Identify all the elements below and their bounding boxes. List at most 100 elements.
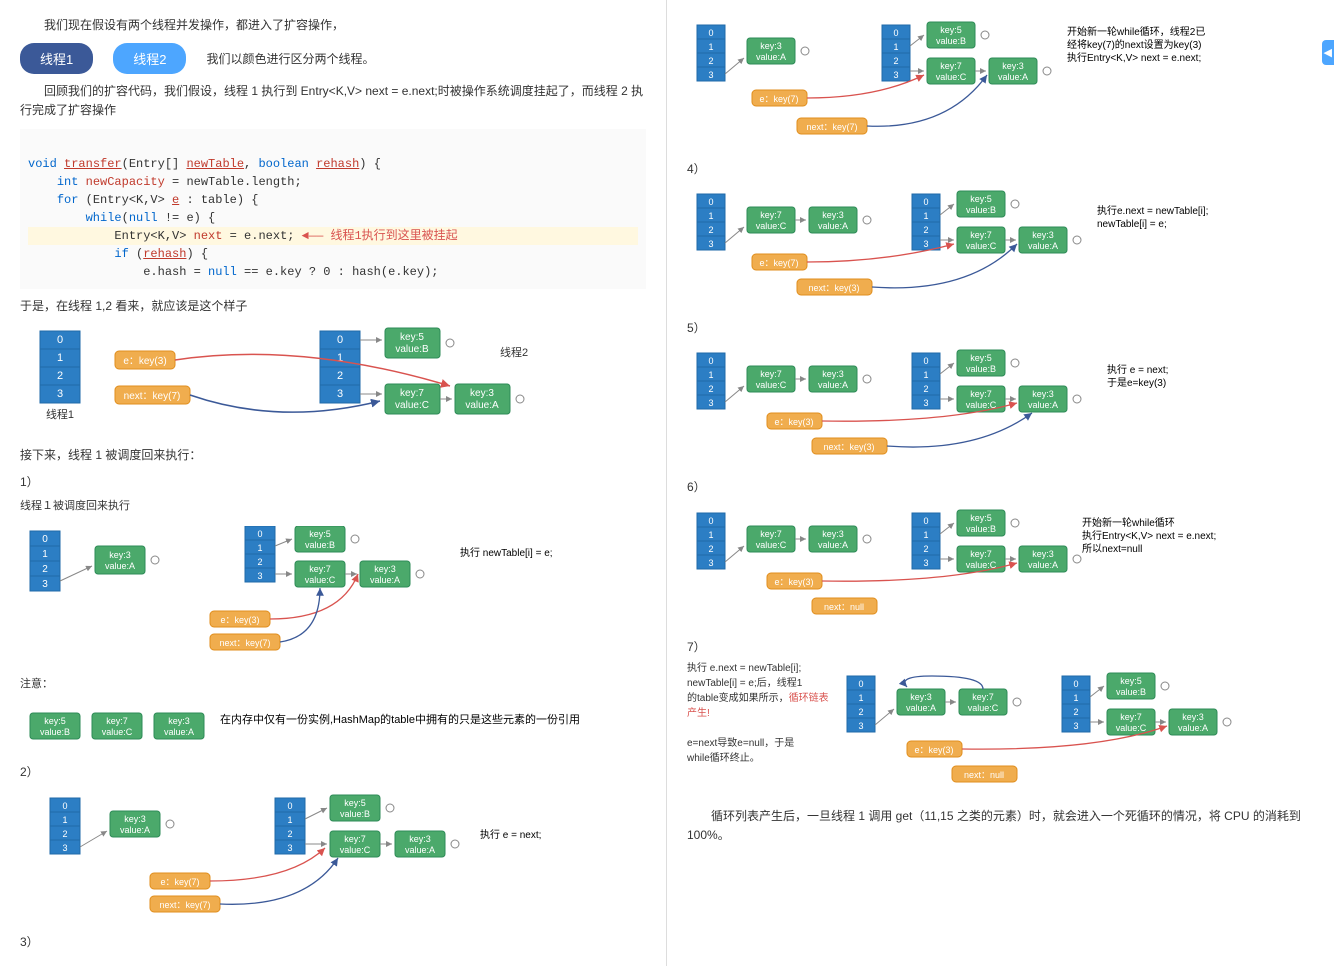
- diagram-initial: 0 1 2 3 线程1 e：key(3) next：key(7) 0 1 2 3…: [20, 326, 646, 436]
- svg-text:e：key(7): e：key(7): [759, 94, 798, 104]
- diagram-note: key:5value:B key:7value:C key:3value:A 在…: [20, 703, 646, 753]
- svg-text:value:C: value:C: [936, 72, 967, 82]
- svg-text:3: 3: [287, 843, 292, 853]
- svg-text:key:3: key:3: [1032, 549, 1054, 559]
- svg-text:value:A: value:A: [120, 825, 150, 835]
- svg-text:key:7: key:7: [106, 716, 128, 726]
- step2-label: 2）: [20, 763, 646, 782]
- svg-text:2: 2: [708, 544, 713, 554]
- svg-text:key:7: key:7: [970, 549, 992, 559]
- svg-text:key:3: key:3: [1032, 389, 1054, 399]
- code-annotation: 线程1执行到这里被挂起: [330, 229, 457, 243]
- svg-text:key:7: key:7: [309, 564, 331, 574]
- svg-text:2: 2: [858, 707, 863, 717]
- svg-text:0: 0: [893, 28, 898, 38]
- svg-text:value:A: value:A: [756, 52, 786, 62]
- svg-text:2: 2: [257, 557, 262, 567]
- svg-text:value:A: value:A: [906, 703, 936, 713]
- step1-caption: 线程１被调度回来执行: [20, 498, 646, 516]
- svg-text:1: 1: [708, 211, 713, 221]
- svg-text:e：key(3): e：key(3): [123, 356, 166, 367]
- svg-text:value:B: value:B: [40, 727, 70, 737]
- svg-text:3: 3: [923, 239, 928, 249]
- svg-text:执行 e = next;: 执行 e = next;: [1107, 363, 1168, 376]
- thread2-pill: 线程2: [113, 43, 186, 74]
- svg-text:next：key(7): next：key(7): [159, 900, 210, 910]
- svg-text:next：key(7): next：key(7): [219, 638, 270, 648]
- svg-text:key:5: key:5: [44, 716, 66, 726]
- svg-text:key:3: key:3: [168, 716, 190, 726]
- svg-text:2: 2: [42, 564, 48, 575]
- svg-text:key:5: key:5: [970, 194, 992, 204]
- svg-text:next：key(3): next：key(3): [808, 283, 859, 293]
- svg-text:value:B: value:B: [395, 344, 429, 355]
- step6-label: 6）: [687, 478, 1314, 497]
- svg-text:0: 0: [42, 534, 48, 545]
- svg-text:next：key(7): next：key(7): [124, 391, 181, 402]
- svg-text:在内存中仅有一份实例,HashMap的table中拥有的只是: 在内存中仅有一份实例,HashMap的table中拥有的只是这些元素的一份引用: [220, 712, 580, 726]
- svg-text:执行Entry<K,V> next = e.next;: 执行Entry<K,V> next = e.next;: [1082, 529, 1216, 542]
- svg-text:2: 2: [287, 829, 292, 839]
- svg-text:value:A: value:A: [818, 540, 848, 550]
- svg-text:3: 3: [337, 388, 343, 400]
- svg-text:value:A: value:A: [1028, 241, 1058, 251]
- svg-text:0: 0: [62, 801, 67, 811]
- svg-text:线程1: 线程1: [46, 407, 74, 421]
- svg-text:key:5: key:5: [970, 353, 992, 363]
- svg-text:key:7: key:7: [344, 834, 366, 844]
- code-block: void transfer(Entry[] newTable, boolean …: [20, 129, 646, 289]
- svg-text:next：null: next：null: [964, 770, 1004, 780]
- svg-text:1: 1: [858, 693, 863, 703]
- svg-text:开始新一轮while循环: 开始新一轮while循环: [1082, 516, 1175, 529]
- svg-text:key:5: key:5: [344, 798, 366, 808]
- svg-text:3: 3: [708, 398, 713, 408]
- svg-text:value:B: value:B: [305, 540, 335, 550]
- diagram-step5: 0123 key:7value:C key:3value:A 0123 key:…: [687, 348, 1314, 468]
- svg-text:2: 2: [1073, 707, 1078, 717]
- svg-text:0: 0: [923, 516, 928, 526]
- svg-text:0: 0: [708, 516, 713, 526]
- svg-text:e：key(3): e：key(3): [914, 745, 953, 755]
- svg-text:2: 2: [893, 56, 898, 66]
- svg-text:0: 0: [1073, 679, 1078, 689]
- svg-text:key:3: key:3: [822, 210, 844, 220]
- feedback-button[interactable]: ◀: [1322, 40, 1334, 65]
- svg-text:1: 1: [287, 815, 292, 825]
- svg-text:1: 1: [923, 530, 928, 540]
- svg-text:key:5: key:5: [970, 513, 992, 523]
- svg-text:1: 1: [923, 370, 928, 380]
- conclusion-text: 循环列表产生后，一旦线程 1 调用 get（11,15 之类的元素）时，就会进入…: [687, 807, 1314, 845]
- continue-text: 接下来，线程 1 被调度回来执行：: [20, 446, 646, 465]
- intro-text-2: 回顾我们的扩容代码，我们假设，线程 1 执行到 Entry<K,V> next …: [20, 82, 646, 120]
- svg-text:3: 3: [1073, 721, 1078, 731]
- svg-text:3: 3: [708, 558, 713, 568]
- svg-text:e：key(3): e：key(3): [774, 417, 813, 427]
- svg-text:value:A: value:A: [370, 575, 400, 585]
- step5-label: 5）: [687, 319, 1314, 338]
- svg-text:1: 1: [42, 549, 48, 560]
- svg-text:key:7: key:7: [940, 61, 962, 71]
- svg-text:e：key(3): e：key(3): [220, 615, 259, 625]
- intro-text-1: 我们现在假设有两个线程并发操作，都进入了扩容操作，: [20, 16, 646, 35]
- svg-text:key:3: key:3: [1002, 61, 1024, 71]
- svg-text:1: 1: [708, 370, 713, 380]
- svg-text:执行 e = next;: 执行 e = next;: [480, 828, 541, 841]
- svg-text:经将key(7)的next设置为key(3): 经将key(7)的next设置为key(3): [1067, 38, 1201, 51]
- svg-text:key:5: key:5: [400, 332, 424, 343]
- svg-text:3: 3: [42, 579, 48, 590]
- svg-text:0: 0: [708, 28, 713, 38]
- svg-text:key:5: key:5: [940, 25, 962, 35]
- svg-text:key:3: key:3: [374, 564, 396, 574]
- svg-text:e：key(7): e：key(7): [160, 877, 199, 887]
- svg-text:3: 3: [708, 239, 713, 249]
- step7-label: 7）: [687, 638, 1314, 657]
- svg-text:value:B: value:B: [340, 809, 370, 819]
- svg-text:2: 2: [62, 829, 67, 839]
- svg-text:0: 0: [708, 356, 713, 366]
- svg-text:3: 3: [923, 558, 928, 568]
- svg-text:1: 1: [57, 352, 63, 364]
- svg-text:value:A: value:A: [1028, 400, 1058, 410]
- thread-pills: 线程1 线程2 我们以颜色进行区分两个线程。: [20, 43, 646, 74]
- svg-text:value:A: value:A: [164, 727, 194, 737]
- svg-text:3: 3: [923, 398, 928, 408]
